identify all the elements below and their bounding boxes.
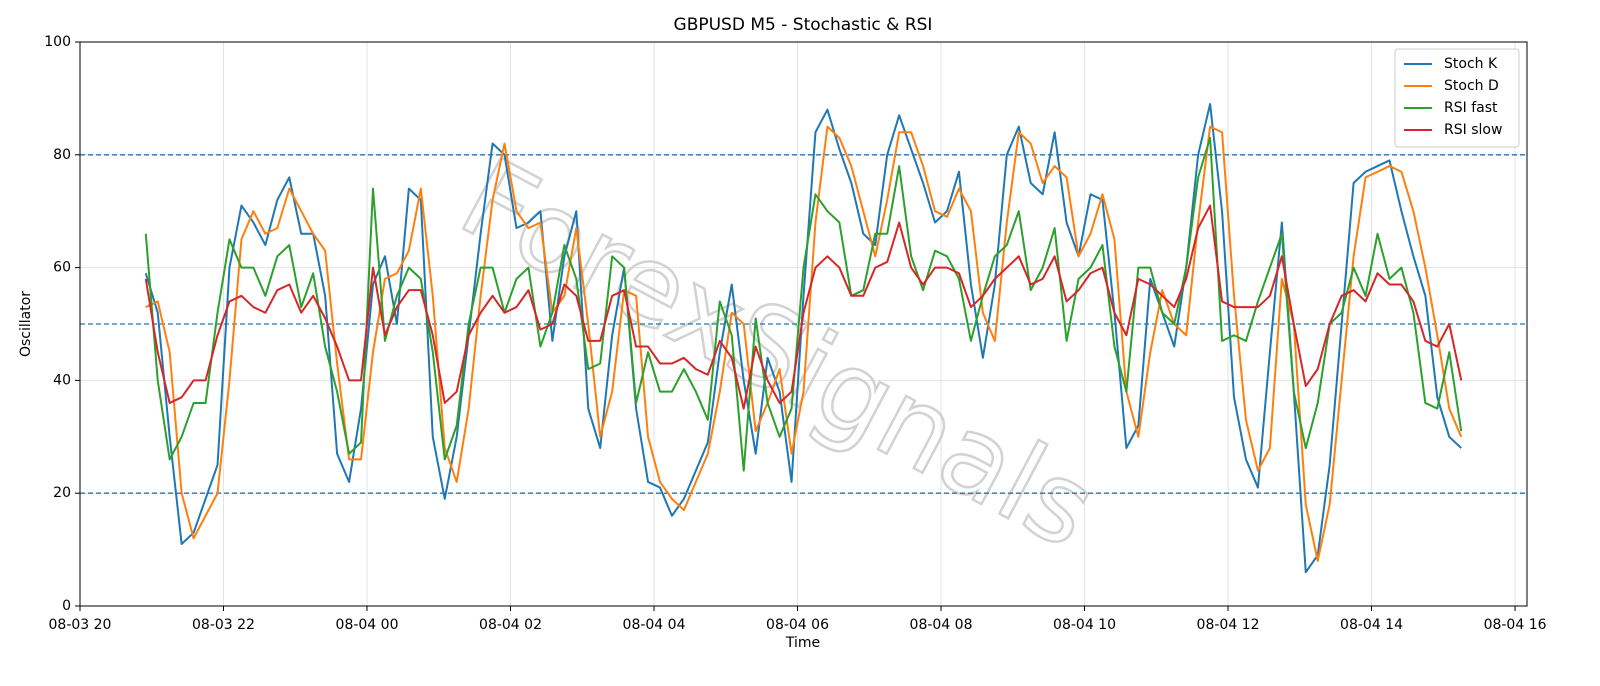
- x-tick-label: 08-04 16: [1484, 617, 1547, 633]
- legend: Stoch K Stoch D RSI fast RSI slow: [1394, 48, 1520, 148]
- y-tick-label: 0: [62, 598, 71, 614]
- x-tick-label: 08-03 22: [192, 617, 255, 633]
- x-tick-label: 08-04 06: [766, 617, 829, 633]
- legend-label: Stoch D: [1444, 78, 1499, 94]
- x-tick-label: 08-04 00: [336, 617, 399, 633]
- y-axis-label: Oscillator: [18, 291, 34, 357]
- y-tick-label: 40: [53, 372, 71, 388]
- x-tick-label: 08-04 10: [1053, 617, 1116, 633]
- axes-frame: [79, 41, 1528, 607]
- y-tick-label: 80: [53, 147, 71, 163]
- x-tick-label: 08-04 08: [910, 617, 973, 633]
- x-tick-label: 08-04 14: [1340, 617, 1403, 633]
- y-tick-label: 20: [53, 485, 71, 501]
- series-line: [144, 136, 1463, 472]
- x-tick-label: 08-04 02: [479, 617, 542, 633]
- x-axis-label: Time: [785, 635, 820, 651]
- legend-label: RSI slow: [1444, 122, 1502, 138]
- x-tick-label: 08-03 20: [49, 617, 112, 633]
- series-line: [144, 204, 1463, 410]
- legend-label: RSI fast: [1444, 100, 1498, 116]
- y-tick-label: 60: [53, 260, 71, 276]
- x-tick-label: 08-04 12: [1197, 617, 1260, 633]
- legend-label: Stoch K: [1444, 56, 1498, 72]
- chart-title: GBPUSD M5 - Stochastic & RSI: [674, 15, 933, 35]
- legend-box: [1394, 48, 1520, 148]
- y-tick-label: 100: [44, 34, 71, 50]
- plot-area: [80, 103, 1527, 574]
- x-tick-label: 08-04 04: [623, 617, 686, 633]
- series-line: [145, 125, 1463, 562]
